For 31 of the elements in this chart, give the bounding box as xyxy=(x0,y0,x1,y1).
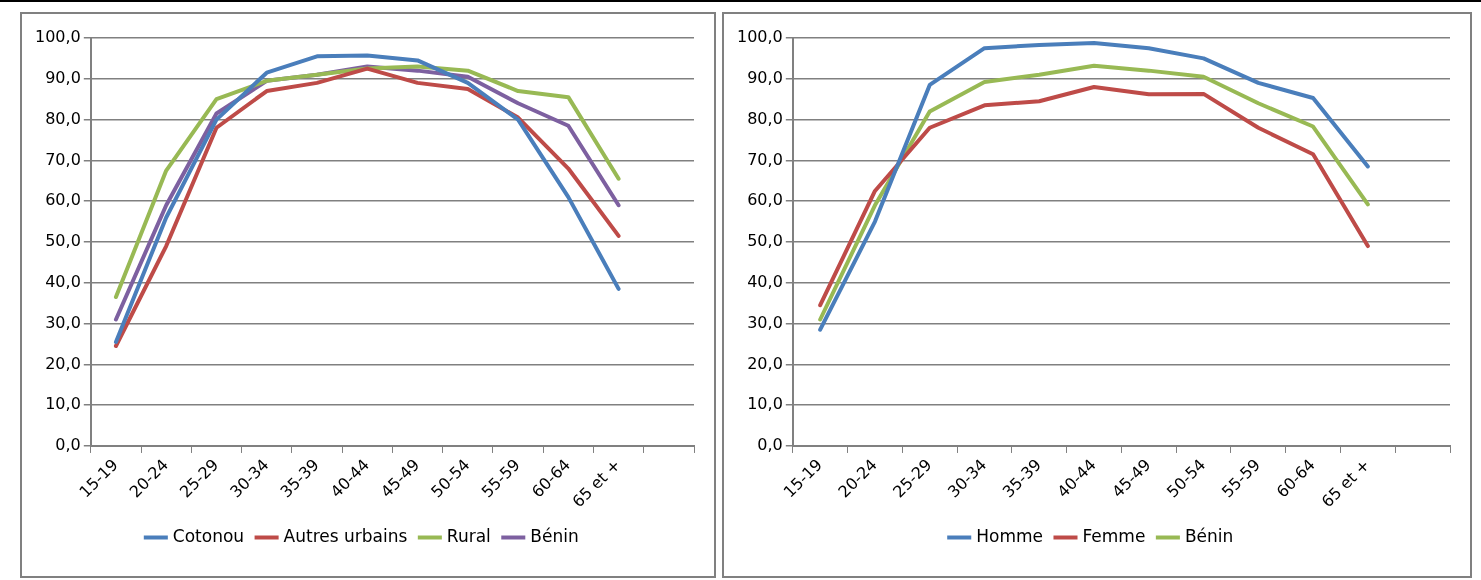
y-tick-label: 30,0 xyxy=(45,312,81,332)
y-tick-label: 0,0 xyxy=(757,435,783,455)
y-tick-label: 20,0 xyxy=(45,353,81,373)
y-tick-label: 70,0 xyxy=(747,149,783,169)
y-tick-label: 60,0 xyxy=(45,190,81,210)
legend-label: Femme xyxy=(1082,525,1146,546)
y-tick-label: 90,0 xyxy=(45,67,81,87)
y-tick-label: 90,0 xyxy=(747,67,783,87)
y-tick-label: 40,0 xyxy=(45,271,81,291)
y-tick-label: 30,0 xyxy=(747,312,783,332)
y-tick-label: 80,0 xyxy=(747,108,783,128)
y-tick-label: 80,0 xyxy=(45,108,81,128)
y-tick-label: 60,0 xyxy=(747,190,783,210)
y-tick-label: 50,0 xyxy=(45,231,81,251)
legend-label: Homme xyxy=(976,525,1043,546)
x-tick-label: 65 et + xyxy=(568,455,625,511)
legend-label: Bénin xyxy=(1184,525,1234,546)
y-tick-label: 50,0 xyxy=(747,231,783,251)
y-tick-label: 10,0 xyxy=(45,394,81,414)
legend-label: Bénin xyxy=(530,525,579,546)
y-tick-label: 100,0 xyxy=(34,27,81,47)
x-tick-label: 65 et + xyxy=(1317,455,1374,511)
legend-label: Rural xyxy=(446,525,491,546)
y-tick-label: 70,0 xyxy=(45,149,81,169)
legend-label: Cotonou xyxy=(172,525,245,546)
y-tick-label: 20,0 xyxy=(747,353,783,373)
y-tick-label: 0,0 xyxy=(55,435,81,455)
legend-label: Autres urbains xyxy=(283,525,408,546)
y-tick-label: 100,0 xyxy=(736,27,783,47)
y-tick-label: 40,0 xyxy=(747,271,783,291)
y-tick-label: 10,0 xyxy=(747,394,783,414)
